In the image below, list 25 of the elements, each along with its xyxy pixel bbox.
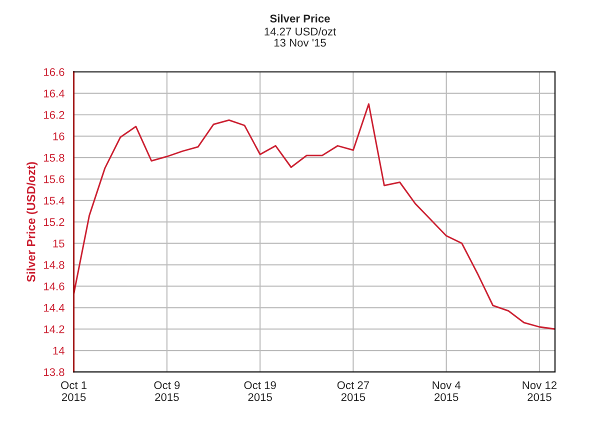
x-tick-label: Oct 19 2015	[244, 381, 276, 402]
y-tick-label: 14	[53, 346, 64, 355]
y-tick-label: 16.2	[44, 111, 64, 119]
x-tick-label: Oct 1 2015	[61, 381, 87, 402]
y-tick-label: 15.8	[44, 154, 64, 162]
y-tick-label: 16.6	[44, 68, 64, 76]
y-tick-label: 14.8	[44, 261, 64, 269]
y-tick-label: 15.4	[44, 196, 64, 205]
y-axis-title: Silver Price (USD/ozt)	[26, 162, 38, 282]
x-tick-label: Oct 9 2015	[154, 381, 180, 402]
x-tick-label: Nov 4 2015	[432, 381, 461, 402]
y-tick-label: 15.2	[44, 218, 64, 226]
chart-title: Silver Price	[270, 14, 330, 22]
y-tick-label: 16.4	[44, 90, 64, 98]
x-tick-label: Oct 27 2015	[337, 381, 370, 402]
y-tick-label: 14.2	[44, 325, 64, 334]
y-tick-label: 13.8	[44, 368, 64, 376]
chart-subtitle: 14.27 USD/ozt 13 Nov '15	[264, 27, 336, 47]
x-tick-label: Nov 12 2015	[522, 381, 557, 402]
y-tick-label: 14.6	[44, 282, 64, 290]
y-tick-label: 14.4	[44, 304, 64, 312]
y-tick-label: 15.6	[44, 175, 64, 184]
y-tick-label: 16	[53, 132, 64, 140]
y-tick-label: 15	[53, 240, 64, 248]
line-series	[74, 103, 555, 330]
